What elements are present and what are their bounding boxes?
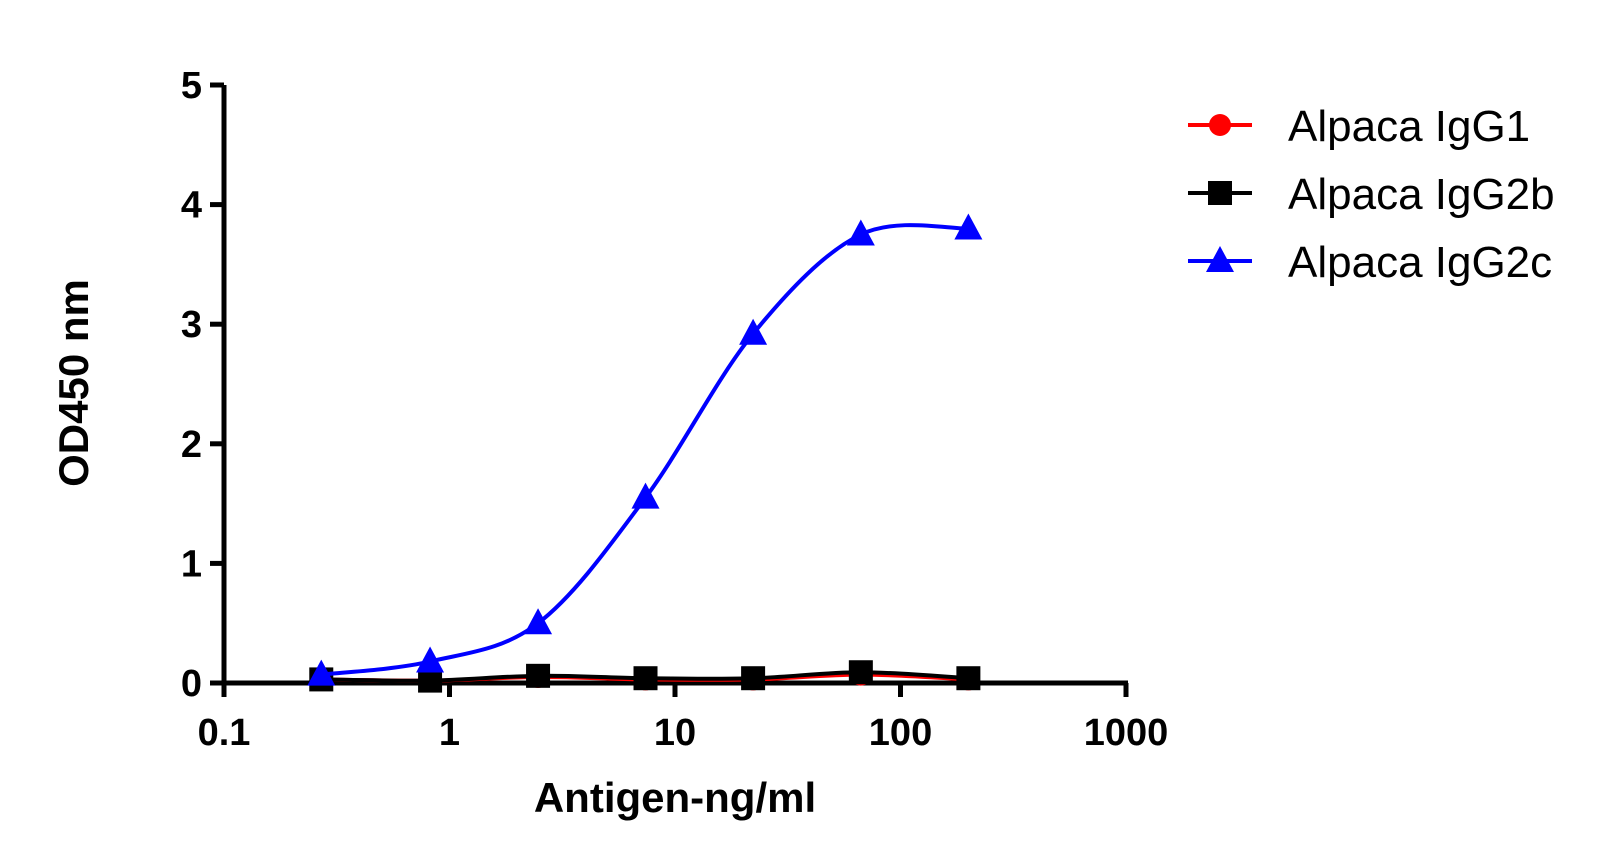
legend-label: Alpaca IgG1 [1288, 102, 1530, 151]
axes: 0 1 2 3 4 5 0.1 1 10 100 1000 [181, 65, 1168, 754]
x-tick-label: 1 [439, 712, 460, 754]
x-axis-title: Antigen-ng/ml [534, 774, 816, 821]
legend-label: Alpaca IgG2b [1288, 170, 1555, 219]
series-group [307, 213, 983, 693]
legend-item-alpaca-igg1: Alpaca IgG1 [1188, 102, 1530, 151]
data-point-alpaca-igg2c [307, 659, 336, 686]
data-point-alpaca-igg2b [418, 668, 443, 693]
data-point-alpaca-igg2c [846, 219, 875, 246]
x-tick-label: 1000 [1084, 712, 1169, 754]
y-tick-label: 5 [181, 65, 202, 107]
y-tick-label: 2 [181, 424, 202, 466]
series-alpaca-igg2c [307, 213, 983, 686]
legend-item-alpaca-igg2c: Alpaca IgG2c [1188, 238, 1552, 287]
legend-marker-square [1208, 181, 1232, 205]
x-tick-label: 10 [654, 712, 696, 754]
x-tick-label: 0.1 [198, 712, 251, 754]
y-tick-label: 1 [181, 543, 202, 585]
legend-marker-circle [1209, 114, 1231, 136]
y-axis-title: OD450 nm [50, 279, 97, 487]
x-tick-label: 100 [869, 712, 932, 754]
legend: Alpaca IgG1 Alpaca IgG2b Alpaca IgG2c [1188, 102, 1555, 287]
data-point-alpaca-igg2b [956, 666, 981, 691]
y-tick-label: 0 [181, 663, 202, 705]
data-point-alpaca-igg2c [524, 608, 553, 635]
y-tick-label: 4 [181, 185, 202, 227]
series-line-alpaca-igg2c [321, 223, 969, 677]
legend-item-alpaca-igg2b: Alpaca IgG2b [1188, 170, 1555, 219]
data-point-alpaca-igg2c [954, 213, 983, 240]
data-point-alpaca-igg2b [526, 663, 551, 688]
y-tick-label: 3 [181, 304, 202, 346]
legend-marker-triangle [1206, 246, 1234, 272]
data-point-alpaca-igg2c [416, 646, 445, 673]
data-point-alpaca-igg2c [631, 482, 660, 509]
legend-label: Alpaca IgG2c [1288, 238, 1552, 287]
data-point-alpaca-igg2b [633, 666, 658, 691]
data-point-alpaca-igg2c [739, 318, 768, 345]
data-point-alpaca-igg2b [848, 660, 873, 685]
series-alpaca-igg2b [309, 660, 981, 693]
data-point-alpaca-igg2b [741, 666, 766, 691]
